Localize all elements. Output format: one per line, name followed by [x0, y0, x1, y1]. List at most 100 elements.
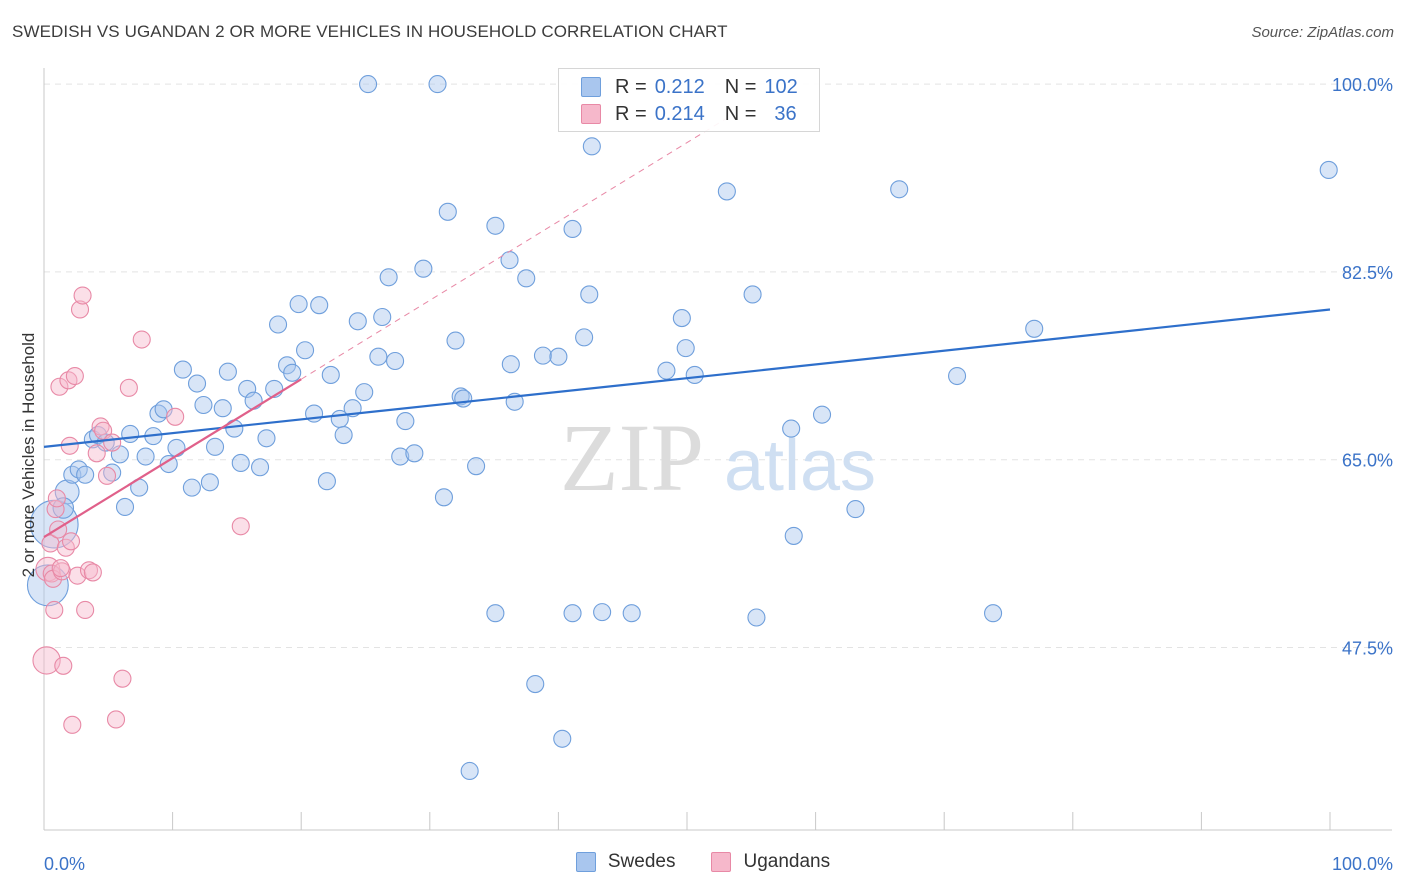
- point-ugandans: [132, 330, 151, 349]
- point-ugandans: [51, 559, 70, 578]
- watermark-atlas: atlas: [724, 426, 876, 506]
- bottom-legend-label-swedes: Swedes: [607, 851, 676, 872]
- point-swedes: [52, 497, 75, 519]
- point-swedes: [454, 389, 473, 408]
- point-swedes: [173, 360, 192, 379]
- point-swedes: [355, 383, 374, 402]
- point-swedes: [563, 219, 582, 239]
- bottom-legend-swatch-ugandans: [711, 852, 732, 872]
- y-tick-label: 100.0%: [1332, 75, 1393, 95]
- point-ugandans: [231, 517, 250, 536]
- watermark: ZIP atlas: [560, 404, 876, 511]
- legend-n-label: N =: [724, 102, 757, 125]
- point-swedes: [283, 363, 302, 382]
- point-ugandans: [87, 444, 106, 463]
- point-swedes: [672, 309, 691, 328]
- point-swedes: [187, 374, 207, 393]
- point-swedes: [373, 307, 392, 327]
- legend-r-label: R =: [615, 102, 647, 125]
- legend-swatch-ugandans: [581, 104, 601, 124]
- point-ugandans: [83, 563, 102, 582]
- point-swedes: [359, 75, 378, 94]
- point-ugandans: [106, 710, 126, 729]
- point-swedes: [747, 608, 766, 627]
- point-ugandans: [68, 566, 87, 585]
- point-swedes: [434, 488, 453, 507]
- point-swedes: [1025, 319, 1044, 338]
- point-swedes: [115, 497, 135, 517]
- point-swedes: [428, 75, 447, 94]
- point-swedes: [238, 379, 257, 398]
- point-swedes: [593, 603, 612, 622]
- point-swedes: [379, 268, 398, 287]
- point-swedes: [414, 259, 433, 278]
- point-swedes: [812, 405, 832, 424]
- point-swedes: [517, 269, 536, 288]
- point-ugandans: [70, 300, 90, 319]
- point-swedes: [269, 315, 288, 334]
- point-swedes: [182, 478, 201, 497]
- grid-lines: [44, 83, 1392, 649]
- point-swedes: [369, 347, 388, 366]
- point-swedes: [218, 362, 237, 381]
- point-ugandans: [50, 377, 69, 396]
- trend-line-ugandans: [43, 378, 302, 538]
- series-ugandans: [32, 286, 250, 734]
- point-swedes: [194, 395, 213, 415]
- point-ugandans: [32, 646, 61, 675]
- legend-r-value: 0.214: [654, 102, 705, 125]
- point-swedes: [685, 365, 704, 384]
- point-swedes: [582, 137, 601, 156]
- point-swedes: [717, 182, 736, 201]
- point-swedes: [501, 355, 520, 374]
- trend-extension-ugandans: [300, 118, 726, 380]
- y-tick-label: 82.5%: [1342, 263, 1393, 283]
- point-swedes: [200, 473, 219, 492]
- point-ugandans: [54, 656, 73, 675]
- point-swedes: [676, 339, 695, 358]
- point-swedes: [405, 444, 424, 463]
- point-ugandans: [166, 407, 185, 426]
- axes: [43, 68, 1392, 831]
- point-swedes: [467, 457, 486, 476]
- point-swedes: [348, 312, 367, 331]
- point-ugandans: [63, 715, 82, 734]
- watermark-zip: ZIP: [560, 404, 704, 511]
- point-ugandans: [119, 378, 138, 397]
- point-swedes: [890, 180, 909, 199]
- point-swedes: [486, 216, 505, 235]
- point-swedes: [460, 761, 479, 781]
- point-ugandans: [47, 489, 66, 508]
- point-swedes: [782, 419, 801, 438]
- point-swedes: [121, 424, 140, 444]
- point-ugandans: [76, 600, 95, 620]
- bottom-legend: Swedes Ugandans: [0, 851, 1406, 873]
- point-ugandans: [103, 433, 122, 452]
- bottom-legend-swedes: Swedes: [575, 851, 676, 873]
- legend-r-label: R =: [615, 75, 647, 98]
- point-swedes: [500, 251, 519, 270]
- point-ugandans: [113, 669, 132, 688]
- legend-n-label: N =: [724, 75, 757, 98]
- point-swedes: [526, 674, 545, 694]
- bottom-legend-label-ugandans: Ugandans: [743, 851, 831, 872]
- y-tick-label: 47.5%: [1342, 639, 1393, 659]
- legend-row-swedes: R = 0.212 N = 102: [581, 74, 798, 100]
- point-swedes: [451, 387, 470, 406]
- point-swedes: [984, 604, 1003, 623]
- point-swedes: [386, 351, 405, 371]
- point-ugandans: [61, 532, 81, 551]
- point-swedes: [446, 331, 465, 350]
- point-swedes: [244, 391, 263, 410]
- legend-n-value: 102: [764, 75, 798, 98]
- point-swedes: [657, 361, 676, 380]
- point-ugandans: [65, 366, 84, 386]
- point-swedes: [580, 285, 599, 304]
- point-swedes: [257, 429, 276, 448]
- chart-title: SWEDISH VS UGANDAN 2 OR MORE VEHICLES IN…: [12, 22, 728, 41]
- y-tick-label: 65.0%: [1342, 451, 1393, 471]
- bottom-legend-swatch-swedes: [575, 852, 596, 872]
- point-swedes: [563, 604, 582, 623]
- point-swedes: [391, 447, 410, 466]
